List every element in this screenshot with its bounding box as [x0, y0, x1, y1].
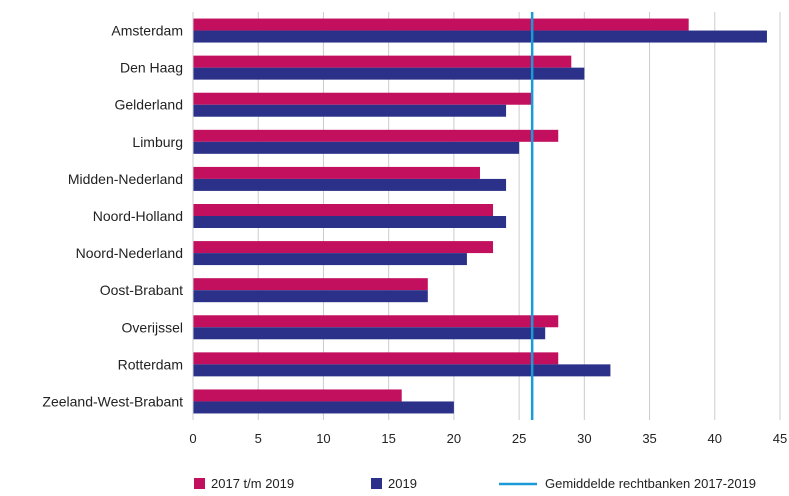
bar-series1-4 — [193, 166, 480, 179]
category-label-2: Gelderland — [115, 97, 184, 113]
x-tick-label-9: 45 — [773, 431, 787, 446]
category-label-7: Oost-Brabant — [100, 282, 183, 298]
category-labels: Amsterdam Den Haag Gelderland Limburg Midden… — [42, 23, 183, 410]
gridlines — [257, 12, 781, 420]
bar-series2-7 — [193, 290, 428, 303]
category-label-9: Rotterdam — [118, 356, 183, 372]
bar-series1-6 — [193, 241, 494, 254]
category-label-1: Den Haag — [120, 60, 183, 76]
bar-series1-0 — [193, 18, 689, 31]
bar-series2-9 — [193, 364, 611, 377]
x-tick-label-5: 25 — [512, 431, 526, 446]
category-label-5: Noord-Holland — [93, 208, 183, 224]
bar-series2-1 — [193, 67, 585, 80]
x-tick-label-0: 0 — [189, 431, 196, 446]
x-axis: 0 5 10 15 20 25 30 35 40 45 — [189, 12, 787, 446]
legend-label-reference: Gemiddelde rechtbanken 2017-2019 — [545, 476, 756, 491]
legend-label-series1: 2017 t/m 2019 — [211, 476, 294, 491]
bar-series1-3 — [193, 129, 559, 142]
bar-series2-6 — [193, 253, 467, 266]
legend: 2017 t/m 2019 2019 Gemiddelde rechtbanken … — [194, 476, 756, 491]
bar-series1-9 — [193, 352, 559, 365]
x-tick-label-4: 20 — [447, 431, 461, 446]
bar-series2-8 — [193, 327, 546, 340]
category-label-8: Overijssel — [122, 319, 183, 335]
legend-swatch-series1 — [194, 478, 205, 489]
legend-label-series2: 2019 — [388, 476, 417, 491]
x-tick-label-1: 5 — [255, 431, 262, 446]
bar-series2-4 — [193, 178, 507, 191]
category-label-6: Noord-Nederland — [76, 245, 183, 261]
category-label-3: Limburg — [132, 134, 183, 150]
legend-swatch-series2 — [371, 478, 382, 489]
x-tick-label-7: 35 — [642, 431, 656, 446]
category-label-10: Zeeland-West-Brabant — [42, 393, 183, 409]
bar-series2-5 — [193, 216, 507, 228]
x-tick-label-8: 40 — [708, 431, 722, 446]
x-tick-label-2: 10 — [316, 431, 330, 446]
x-tick-label-6: 30 — [577, 431, 591, 446]
bar-series2-3 — [193, 141, 520, 154]
bar-series2-0 — [193, 30, 767, 43]
bar-series1-7 — [193, 278, 428, 291]
bar-series1-5 — [193, 204, 494, 216]
bar-series1-2 — [193, 92, 533, 105]
bar-series2-10 — [193, 401, 454, 414]
bar-series1-8 — [193, 315, 559, 328]
bar-series1-10 — [193, 389, 402, 402]
bars — [193, 18, 767, 414]
bar-series2-2 — [193, 104, 507, 117]
x-tick-label-3: 15 — [381, 431, 395, 446]
category-label-4: Midden-Nederland — [68, 171, 183, 187]
bar-series1-1 — [193, 55, 572, 68]
category-label-0: Amsterdam — [111, 23, 183, 39]
